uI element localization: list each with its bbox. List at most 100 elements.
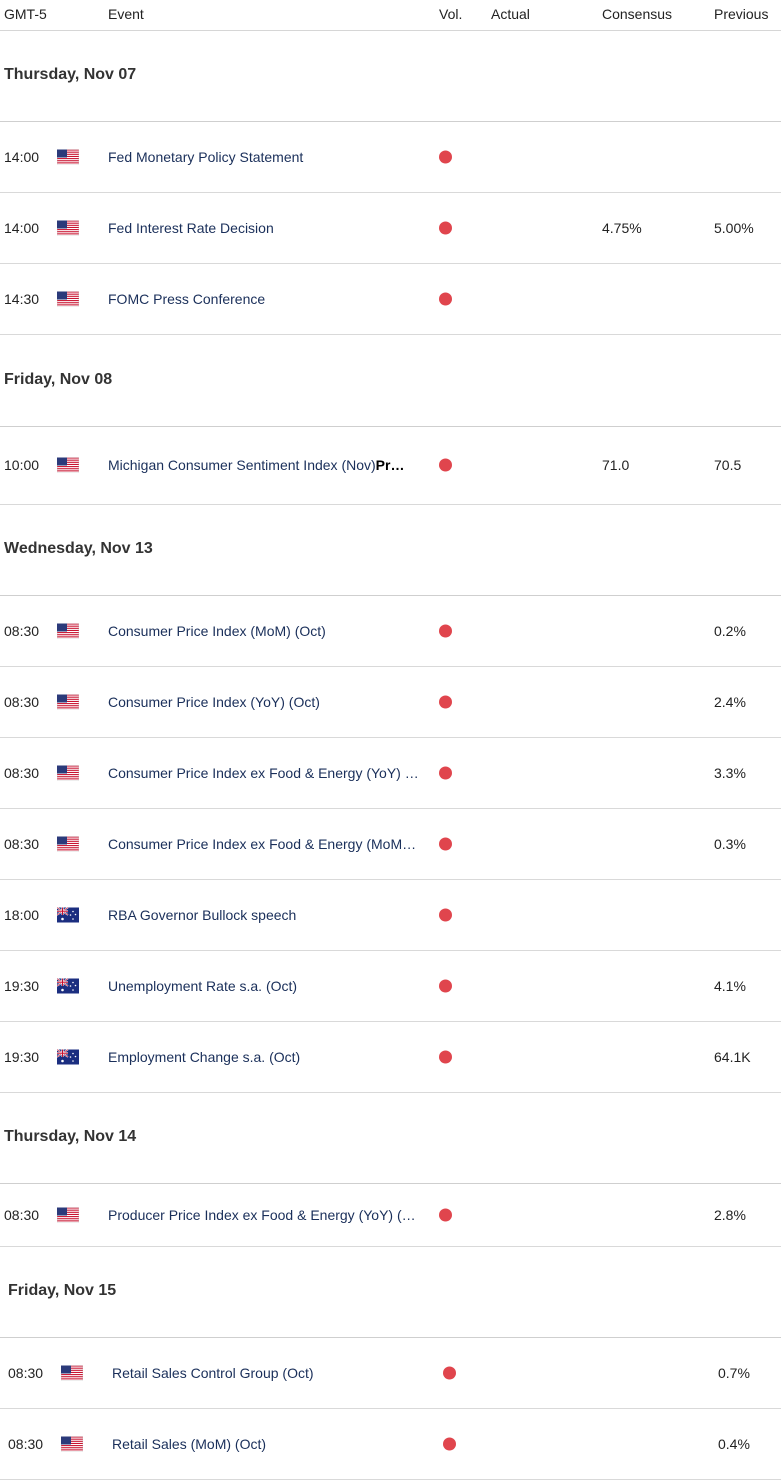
event-name-text: Consumer Price Index (YoY) (Oct) [108, 693, 320, 710]
event-name-link[interactable]: RBA Governor Bullock speech [108, 907, 434, 923]
high-volatility-dot [439, 221, 452, 234]
event-name-link[interactable]: Employment Change s.a. (Oct) [108, 1049, 434, 1065]
event-name-link[interactable]: Fed Monetary Policy Statement [108, 149, 434, 165]
us-flag-icon [56, 835, 80, 852]
event-row[interactable]: 14:00 Fed Monetary Policy Statement [0, 121, 781, 193]
event-row[interactable]: 08:30 Producer Price Index ex Food & Ener… [0, 1183, 781, 1247]
high-volatility-dot [439, 837, 452, 850]
us-flag-svg [56, 693, 80, 710]
event-name-text: Unemployment Rate s.a. (Oct) [108, 977, 298, 994]
us-flag-icon [56, 457, 80, 473]
event-time: 10:00 [4, 457, 40, 473]
us-flag-svg [56, 622, 80, 639]
day-label: Friday, Nov 08 [4, 371, 113, 388]
volatility-header: Vol. [439, 6, 463, 22]
event-name-link[interactable]: Consumer Price Index ex Food & Energy (M… [108, 836, 434, 852]
event-row[interactable]: 08:30 Retail Sales (MoM) (Oct) 0.4% [0, 1408, 781, 1480]
day-label: Wednesday, Nov 13 [4, 540, 153, 557]
high-volatility-dot [439, 1050, 452, 1063]
us-flag-icon [56, 148, 80, 165]
event-row[interactable]: 08:30 Consumer Price Index ex Food & Ener… [0, 737, 781, 809]
previous-value: 0.7% [718, 1364, 750, 1381]
event-name-text: Fed Monetary Policy Statement [108, 148, 304, 165]
consensus-value: 4.75% [602, 219, 642, 236]
day-section-header: Thursday, Nov 07 [0, 30, 781, 122]
event-name-text: Retail Sales Control Group (Oct) [112, 1364, 314, 1381]
us-flag-icon [56, 1206, 80, 1223]
consensus-header: Consensus [602, 6, 673, 22]
day-section-header: Thursday, Nov 14 [0, 1092, 781, 1184]
event-row[interactable]: 08:30 Consumer Price Index (YoY) (Oct) 2.4… [0, 666, 781, 738]
au-flag-icon [56, 1048, 79, 1064]
us-flag-svg [60, 1364, 84, 1381]
high-volatility-dot [439, 1208, 452, 1221]
high-volatility-dot [439, 458, 452, 472]
event-name-link[interactable]: Unemployment Rate s.a. (Oct) [108, 978, 434, 994]
event-name-link[interactable]: Michigan Consumer Sentiment Index (Nov)P… [108, 457, 434, 473]
event-name-link[interactable]: Consumer Price Index (YoY) (Oct) [108, 694, 434, 710]
us-flag-icon [56, 693, 80, 710]
event-name-text: RBA Governor Bullock speech [108, 906, 297, 923]
event-time: 19:30 [4, 1048, 40, 1065]
previous-value: 5.00% [714, 219, 754, 236]
event-row[interactable]: 19:30 Employment Change s.a. (Oct) 64.1K [0, 1021, 781, 1093]
previous-value: 64.1K [714, 1048, 751, 1065]
us-flag-icon [60, 1364, 84, 1381]
us-flag-icon [56, 290, 80, 307]
timezone-header[interactable]: GMT-5 [4, 6, 47, 22]
us-flag-svg [56, 290, 80, 307]
event-time: 19:30 [4, 977, 40, 994]
event-name-link[interactable]: FOMC Press Conference [108, 291, 434, 307]
event-time: 14:30 [4, 290, 40, 307]
day-label: Friday, Nov 15 [8, 1282, 117, 1299]
event-row[interactable]: 14:00 Fed Interest Rate Decision 4.75% 5.00… [0, 192, 781, 264]
event-time: 08:30 [8, 1364, 44, 1381]
previous-value: 0.3% [714, 835, 746, 852]
event-row[interactable]: 08:30 Consumer Price Index (MoM) (Oct) 0.2… [0, 595, 781, 667]
au-flag-svg [56, 977, 79, 993]
high-volatility-dot [443, 1366, 456, 1379]
event-header: Event [108, 6, 144, 22]
event-row[interactable]: 18:00 RBA Governor Bullock speech [0, 879, 781, 951]
event-name-link[interactable]: Consumer Price Index ex Food & Energy (Y… [108, 765, 434, 781]
consensus-value: 71.0 [602, 457, 630, 473]
high-volatility-dot [439, 624, 452, 637]
previous-value: 70.5 [714, 457, 742, 473]
day-section-header: Friday, Nov 08 [0, 335, 781, 427]
event-time: 08:30 [4, 835, 40, 852]
event-name-link[interactable]: Producer Price Index ex Food & Energy (Y… [108, 1207, 434, 1223]
event-name-link[interactable]: Consumer Price Index (MoM) (Oct) [108, 623, 434, 639]
event-name-link[interactable]: Retail Sales (MoM) (Oct) [112, 1436, 438, 1452]
event-time: 08:30 [4, 1206, 40, 1223]
us-flag-svg [56, 148, 80, 165]
event-name-text: Employment Change s.a. (Oct) [108, 1048, 301, 1065]
event-row[interactable]: 10:00 Michigan Consumer Sentiment Index (… [0, 426, 781, 505]
previous-value: 0.4% [718, 1435, 750, 1452]
us-flag-icon [60, 1435, 84, 1452]
event-row[interactable]: 19:30 Unemployment Rate s.a. (Oct) 4.1% [0, 950, 781, 1022]
us-flag-svg [56, 835, 80, 852]
us-flag-icon [56, 219, 80, 236]
event-name-text: Consumer Price Index (MoM) (Oct) [108, 622, 326, 639]
event-name-text: Michigan Consumer Sentiment Index (Nov) [108, 457, 376, 473]
event-name-link[interactable]: Fed Interest Rate Decision [108, 220, 434, 236]
event-time: 08:30 [4, 693, 40, 710]
event-time: 18:00 [4, 906, 40, 923]
event-time: 08:30 [4, 764, 40, 781]
event-row[interactable]: 08:30 Retail Sales Control Group (Oct) 0.7… [0, 1337, 781, 1409]
previous-value: 0.2% [714, 622, 746, 639]
previous-value: 2.8% [714, 1206, 746, 1223]
event-row[interactable]: 14:30 FOMC Press Conference [0, 263, 781, 335]
event-name-link[interactable]: Retail Sales Control Group (Oct) [112, 1365, 438, 1381]
previous-value: 2.4% [714, 693, 746, 710]
day-label: Thursday, Nov 14 [4, 1128, 137, 1145]
previous-header: Previous [714, 6, 769, 22]
us-flag-svg [56, 219, 80, 236]
au-flag-svg [56, 1048, 79, 1064]
event-name-suffix: Pr… [375, 457, 405, 473]
event-name-text: Retail Sales (MoM) (Oct) [112, 1435, 267, 1452]
event-time: 08:30 [4, 622, 40, 639]
event-time: 08:30 [8, 1435, 44, 1452]
us-flag-svg [56, 1206, 80, 1223]
event-row[interactable]: 08:30 Consumer Price Index ex Food & Ener… [0, 808, 781, 880]
